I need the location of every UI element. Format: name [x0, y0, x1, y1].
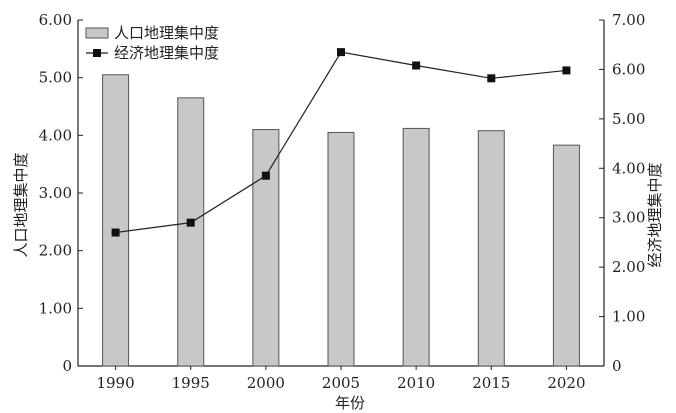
- legend-bar-label: 人口地理集中度: [114, 24, 219, 42]
- right-tick-label: 5.00: [612, 110, 645, 128]
- right-tick-label: 1.00: [612, 308, 645, 326]
- left-tick-label: 2.00: [39, 242, 72, 260]
- x-tick-label: 1995: [172, 374, 210, 392]
- population-bar: [102, 74, 130, 367]
- left-tick-label: 1.00: [39, 299, 72, 317]
- economic-point: [111, 228, 120, 237]
- right-axis-title: 经济地理集中度: [646, 162, 664, 267]
- x-tick-label: 1990: [96, 374, 134, 392]
- right-tick-label: 0: [612, 357, 622, 375]
- x-tick-label: 2020: [547, 374, 585, 392]
- left-tick-label: 0: [62, 357, 72, 375]
- left-axis-ticks: 0 1.00 2.00 3.00 4.00 5.00 6.00: [39, 11, 83, 375]
- population-bar: [552, 144, 580, 367]
- x-tick-label: 2000: [247, 374, 285, 392]
- population-bar: [252, 129, 280, 367]
- economic-point: [261, 171, 270, 180]
- legend-line-label: 经济地理集中度: [114, 44, 219, 62]
- x-tick-label: 2010: [397, 374, 435, 392]
- x-axis-ticks: 1990 1995 2000 2005 2010 2015 2020: [96, 366, 586, 392]
- x-axis-title: 年份: [335, 394, 365, 412]
- legend-bar-swatch: [85, 27, 109, 39]
- economic-line: [111, 48, 571, 237]
- left-tick-label: 3.00: [39, 184, 72, 202]
- population-bar: [477, 130, 505, 367]
- right-tick-label: 2.00: [612, 258, 645, 276]
- right-tick-label: 6.00: [612, 60, 645, 78]
- x-tick-label: 2005: [322, 374, 360, 392]
- right-tick-label: 7.00: [612, 11, 645, 29]
- population-bar: [327, 131, 355, 367]
- left-tick-label: 5.00: [39, 69, 72, 87]
- legend-line-marker: [93, 49, 101, 57]
- legend: 人口地理集中度 经济地理集中度: [85, 24, 219, 62]
- population-bar: [177, 97, 205, 367]
- right-axis-ticks: 0 1.00 2.00 3.00 4.00 5.00 6.00 7.00: [599, 11, 645, 375]
- economic-point: [487, 74, 496, 83]
- right-tick-label: 3.00: [612, 209, 645, 227]
- left-tick-label: 4.00: [39, 126, 72, 144]
- left-tick-label: 6.00: [39, 11, 72, 29]
- right-tick-label: 4.00: [612, 159, 645, 177]
- economic-point: [562, 66, 571, 75]
- economic-point: [412, 61, 421, 70]
- economic-point: [337, 48, 345, 57]
- left-axis-title: 人口地理集中度: [12, 152, 30, 257]
- economic-point: [186, 218, 195, 227]
- x-tick-label: 2015: [472, 374, 510, 392]
- population-bars: [102, 74, 580, 367]
- population-bar: [402, 127, 430, 367]
